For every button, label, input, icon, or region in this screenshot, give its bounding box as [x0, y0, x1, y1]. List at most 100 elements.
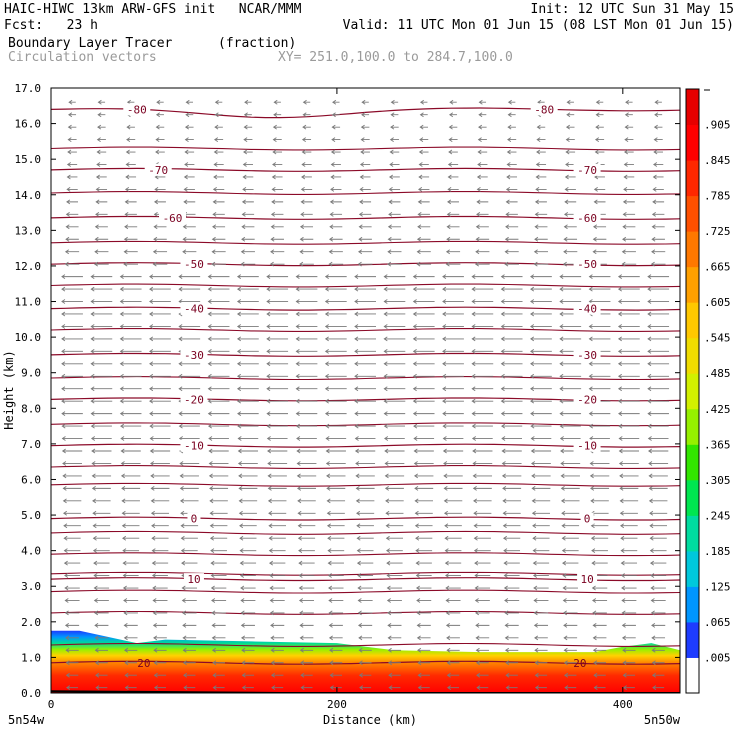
- vector-arrow: [651, 672, 665, 678]
- vector-arrow: [270, 224, 284, 230]
- vector-arrow: [238, 473, 258, 479]
- vector-arrow: [471, 386, 494, 392]
- contour-label--50: -50: [184, 258, 204, 271]
- colorbar-swatch: [686, 586, 699, 623]
- vector-arrow: [184, 137, 194, 142]
- vector-arrow: [412, 311, 435, 317]
- vector-arrow: [207, 286, 230, 292]
- vector-arrow: [212, 187, 225, 192]
- vector-arrow: [478, 124, 487, 130]
- vector-arrow: [299, 623, 314, 628]
- vector-arrow: [65, 236, 79, 242]
- vector-arrow: [121, 523, 140, 529]
- vector-arrow: [357, 610, 373, 616]
- vector-arrow: [150, 485, 170, 491]
- vector-arrow: [299, 224, 314, 230]
- vector-arrow: [617, 373, 640, 379]
- vector-arrow: [445, 585, 461, 591]
- vector-arrow: [647, 274, 670, 279]
- vector-arrow: [269, 261, 285, 267]
- vector-arrow: [650, 598, 666, 603]
- vector-arrow: [61, 448, 83, 454]
- vector-arrow: [413, 423, 435, 429]
- vector-arrow: [617, 274, 640, 279]
- vector-arrow: [266, 373, 289, 379]
- vector-arrow: [184, 162, 195, 167]
- vector-arrow: [212, 199, 225, 205]
- vector-arrow: [270, 236, 284, 242]
- vector-arrow: [150, 473, 170, 479]
- vector-arrow: [119, 274, 142, 279]
- vector-arrow: [209, 535, 228, 541]
- vector-arrow: [501, 461, 522, 466]
- vector-arrow: [95, 199, 108, 205]
- vector-arrow: [415, 585, 432, 591]
- vector-arrow: [269, 610, 285, 616]
- vector-arrow: [446, 647, 460, 653]
- contour-label-10: 10: [187, 573, 200, 586]
- vector-arrow: [591, 548, 608, 554]
- vector-arrow: [595, 112, 604, 118]
- vector-arrow: [151, 560, 169, 566]
- vector-arrow: [64, 598, 80, 603]
- field-name: Boundary Layer Tracer: [8, 36, 173, 51]
- vector-arrow: [301, 149, 312, 155]
- vector-arrow: [621, 261, 637, 267]
- vector-arrow: [418, 187, 430, 192]
- vector-arrow: [647, 361, 670, 367]
- vector-arrow: [149, 436, 171, 441]
- vector-arrow: [120, 448, 141, 454]
- vector-arrow: [90, 361, 113, 367]
- vector-arrow: [501, 423, 523, 429]
- vector-arrow: [236, 398, 259, 404]
- vector-arrow: [385, 523, 404, 529]
- vector-arrow: [647, 386, 670, 392]
- vector-arrow: [647, 436, 669, 441]
- vector-arrow: [122, 560, 139, 566]
- vector-arrow: [504, 598, 520, 603]
- tracer-field: [51, 630, 680, 693]
- vector-arrow: [561, 510, 580, 516]
- vector-arrow: [355, 485, 375, 491]
- vector-arrow: [267, 473, 287, 479]
- vector-arrow: [271, 199, 284, 205]
- vector-arrow: [412, 348, 435, 354]
- vector-arrow: [536, 149, 546, 155]
- vector-arrow: [61, 373, 83, 379]
- vector-arrow: [530, 274, 552, 279]
- vector-arrow: [61, 299, 83, 304]
- vector-arrow: [621, 635, 636, 641]
- vector-arrow: [559, 423, 581, 429]
- vector-arrow: [94, 249, 109, 255]
- vector-arrow: [654, 112, 663, 118]
- vector-arrow: [182, 249, 197, 255]
- vector-arrow: [97, 112, 106, 118]
- vector-arrow: [124, 660, 138, 666]
- vector-arrow: [503, 560, 520, 566]
- vector-arrow: [240, 635, 255, 641]
- vector-arrow: [272, 124, 282, 130]
- contour-label--80: -80: [534, 103, 554, 116]
- vector-arrow: [618, 448, 640, 454]
- colorbar-swatch: [686, 373, 699, 410]
- vector-arrow: [617, 398, 640, 404]
- vector-arrow: [472, 473, 493, 479]
- vector-arrow: [653, 149, 663, 155]
- vector-arrow: [534, 236, 548, 242]
- vector-arrow: [207, 423, 230, 429]
- vector-arrow: [152, 249, 168, 255]
- vector-arrow: [388, 199, 401, 205]
- vector-arrow: [124, 224, 138, 230]
- vector-arrow: [415, 535, 433, 541]
- vector-arrow: [208, 461, 229, 466]
- vector-arrow: [94, 224, 108, 230]
- vector-arrow: [651, 635, 666, 641]
- vector-arrow: [592, 249, 607, 255]
- vector-arrow: [266, 286, 289, 292]
- plot-frame: [50, 87, 681, 694]
- vector-arrow: [271, 685, 284, 691]
- vector-arrow: [387, 249, 402, 255]
- vector-arrow: [384, 448, 405, 454]
- colorbar-label: .425: [704, 403, 731, 416]
- vector-arrow: [122, 535, 140, 541]
